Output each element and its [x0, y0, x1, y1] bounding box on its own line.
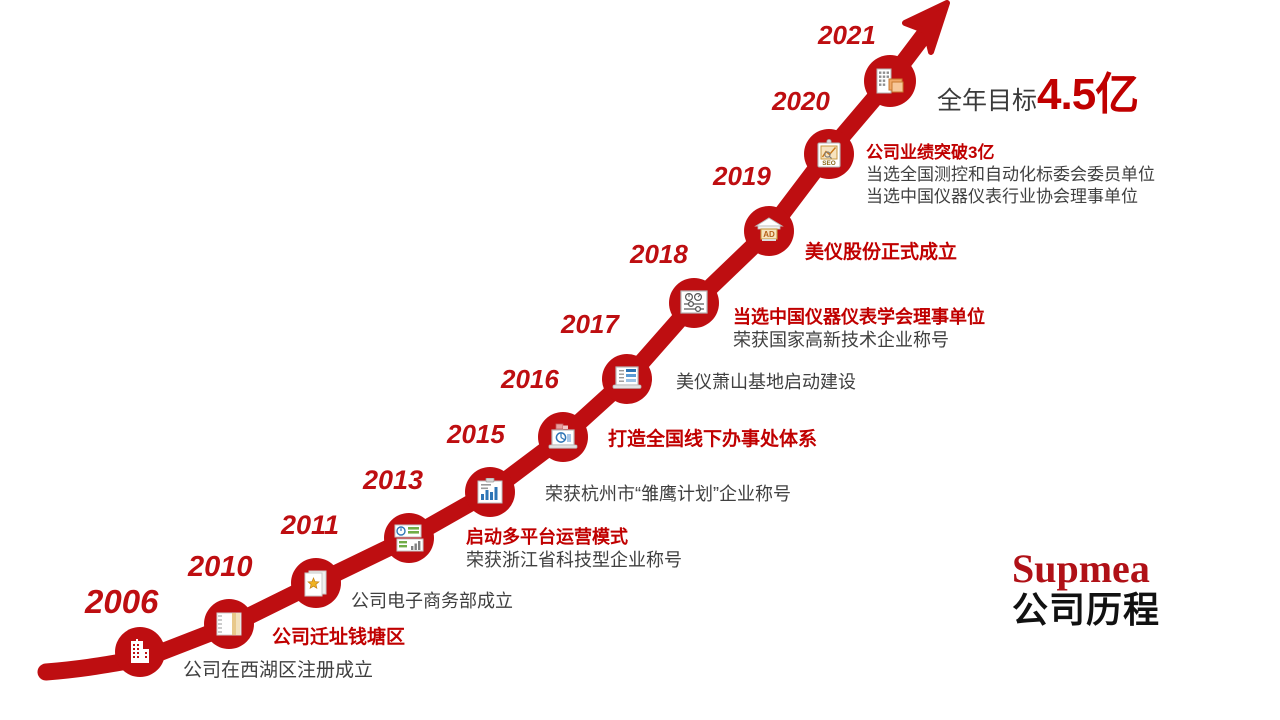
milestone-node-2018[interactable]	[669, 278, 719, 328]
year-label-2018: 2018	[630, 239, 688, 269]
event-text-2018: 当选中国仪器仪表学会理事单位 荣获国家高新技术企业称号	[733, 306, 985, 352]
year-label-2016: 2016	[501, 364, 559, 394]
year-label-2021: 2021	[818, 20, 876, 50]
milestone-node-2019[interactable]: AD	[744, 206, 794, 256]
brand-subtitle: 公司历程	[1012, 589, 1161, 630]
event-highlight-2016: 打造全国线下办事处体系	[608, 429, 818, 450]
seo-clipboard-icon: SEO	[817, 139, 841, 168]
event-highlight-2019: 美仪股份正式成立	[805, 242, 958, 263]
svg-text:AD: AD	[763, 230, 775, 239]
ad-board-icon: AD	[754, 217, 784, 241]
milestone-node-2015[interactable]	[465, 467, 515, 517]
event-sub-2006-0: 公司在西湖区注册成立	[183, 660, 374, 681]
event-sub-2013-0: 荣获浙江省科技型企业称号	[466, 550, 682, 571]
milestone-node-2016[interactable]	[538, 412, 588, 462]
svg-text:SEO: SEO	[822, 160, 836, 167]
year-label-2006: 2006	[85, 583, 159, 620]
event-highlight-2018: 当选中国仪器仪表学会理事单位	[733, 307, 985, 327]
annual-target-callout: 全年目标 4.5亿	[937, 58, 1139, 122]
timeline-arrow-head	[902, 0, 950, 55]
milestone-node-2017[interactable]	[602, 354, 652, 404]
brand-name: Supmea	[1012, 546, 1150, 591]
year-label-2015: 2015	[447, 419, 505, 449]
event-sub-2018-0: 荣获国家高新技术企业称号	[733, 330, 949, 351]
event-text-2016: 打造全国线下办事处体系	[608, 428, 817, 452]
brand-block: Supmea 公司历程	[1012, 548, 1160, 630]
year-label-2019: 2019	[713, 161, 771, 191]
event-sub-2020-1: 当选中国仪器仪表行业协会理事单位	[866, 186, 1138, 206]
buildings-windows-icon	[876, 68, 904, 94]
event-text-2013: 启动多平台运营模式 荣获浙江省科技型企业称号	[466, 526, 682, 572]
event-sub-2015-0: 荣获杭州市“雏鹰计划”企业称号	[545, 484, 791, 504]
milestone-node-2021[interactable]	[864, 55, 916, 107]
year-label-2013: 2013	[363, 465, 424, 495]
event-text-2019: 美仪股份正式成立	[805, 241, 957, 265]
dashboard-report-icon	[394, 524, 424, 552]
milestone-node-2013[interactable]	[384, 513, 434, 563]
event-highlight-2020: 公司业绩突破3亿	[866, 143, 995, 162]
event-highlight-2013: 启动多平台运营模式	[466, 527, 628, 547]
event-sub-2011-0: 公司电子商务部成立	[351, 591, 513, 611]
milestone-node-2011[interactable]	[291, 558, 341, 608]
event-text-2011: 公司电子商务部成立	[351, 590, 513, 613]
clipboard-barchart-icon	[477, 478, 503, 504]
event-highlight-2010: 公司迁址钱塘区	[272, 627, 406, 648]
event-text-2006: 公司在西湖区注册成立	[183, 659, 373, 683]
annual-target-label: 全年目标	[937, 87, 1038, 115]
certificate-star-icon	[304, 570, 327, 597]
milestone-node-2010[interactable]	[204, 599, 254, 649]
milestone-node-2006[interactable]	[115, 627, 165, 677]
event-text-2015: 荣获杭州市“雏鹰计划”企业称号	[545, 483, 791, 506]
annual-target-value: 4.5亿	[1037, 70, 1139, 119]
event-sub-2017-0: 美仪萧山基地启动建设	[676, 372, 856, 392]
laptop-document-icon	[612, 366, 642, 389]
year-label-2011: 2011	[281, 510, 340, 540]
year-label-2017: 2017	[561, 309, 619, 339]
event-text-2010: 公司迁址钱塘区	[272, 626, 405, 650]
milestone-node-2020[interactable]: SEO	[804, 129, 854, 179]
year-label-2010: 2010	[188, 551, 253, 583]
office-building-icon	[131, 639, 149, 663]
event-text-2020: 公司业绩突破3亿 当选全国测控和自动化标委会委员单位 当选中国仪器仪表行业协会理…	[866, 142, 1155, 207]
year-label-2020: 2020	[772, 86, 830, 116]
notebook-icon	[216, 612, 242, 636]
event-sub-2020-0: 当选全国测控和自动化标委会委员单位	[866, 164, 1155, 184]
event-text-2017: 美仪萧山基地启动建设	[676, 371, 856, 394]
control-panel-icon	[680, 290, 708, 314]
laptop-camera-icon	[548, 423, 578, 449]
